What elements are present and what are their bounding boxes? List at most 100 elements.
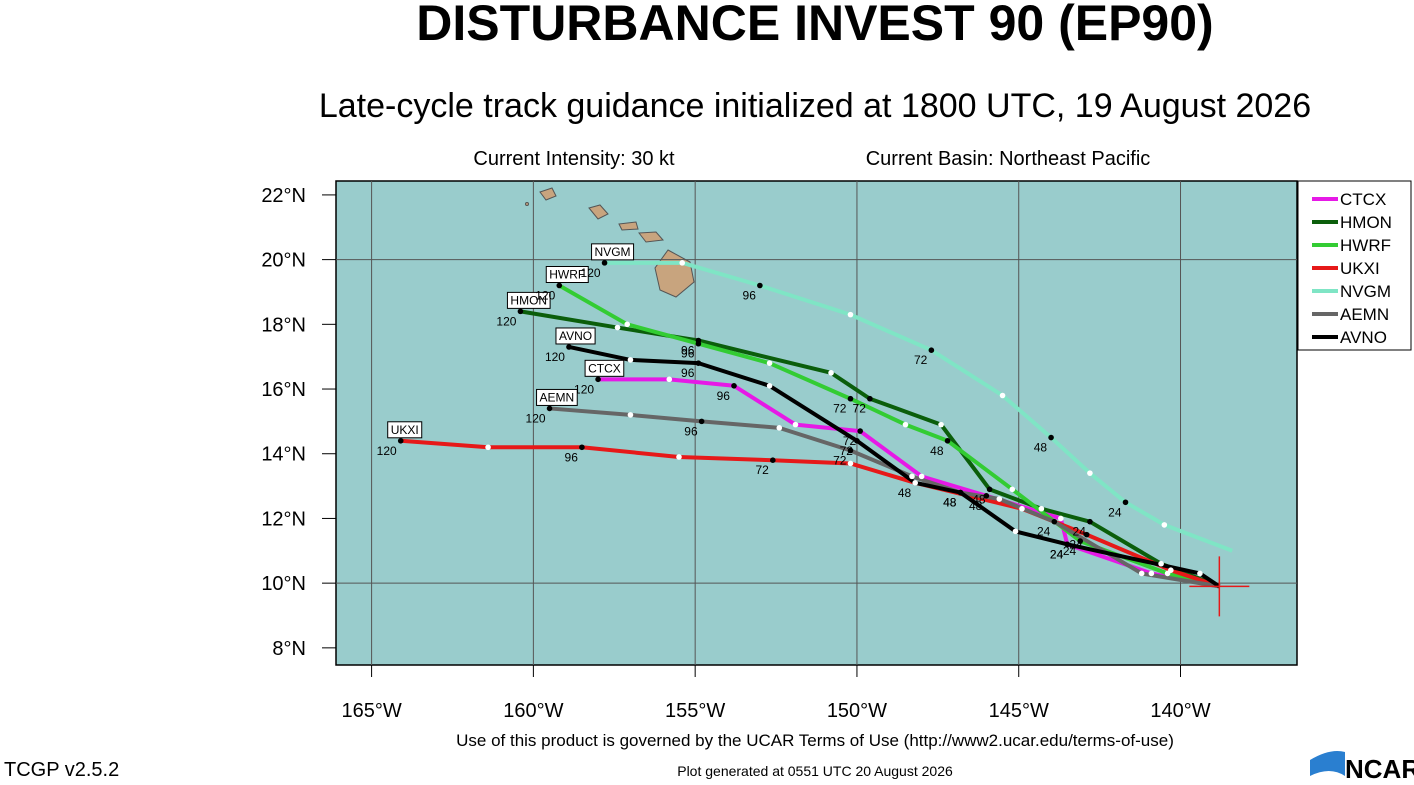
track-point (676, 454, 682, 460)
x-tick-label: 160°W (503, 700, 563, 722)
track-point (1087, 518, 1093, 525)
model-tag-box (584, 359, 625, 377)
track-point (912, 480, 918, 486)
hour-label: 24 (1069, 538, 1083, 552)
track-point (1122, 499, 1129, 506)
track-point (847, 395, 854, 402)
hour-label: 96 (681, 347, 695, 361)
legend-box (1297, 180, 1412, 351)
track-point (918, 473, 925, 480)
hour-label: 72 (755, 463, 769, 477)
track-point (770, 457, 776, 464)
x-tick-label: 150°W (827, 700, 887, 722)
track-point (986, 486, 993, 493)
model-tag: HMON (510, 293, 547, 307)
island (525, 202, 529, 206)
track-point (854, 437, 860, 444)
track-point (983, 492, 990, 499)
legend-label: AEMN (1340, 305, 1389, 324)
track-point (938, 421, 944, 428)
island (618, 221, 639, 231)
legend-label: CTCX (1340, 190, 1386, 209)
legend-label: HMON (1340, 213, 1392, 232)
track-point (1057, 515, 1064, 522)
hour-label: 48 (898, 486, 912, 500)
track-point (847, 460, 854, 467)
track-point (1161, 522, 1168, 528)
track-point (1048, 434, 1054, 441)
y-tick-label: 20°N (261, 250, 306, 272)
hour-label: 96 (717, 389, 731, 403)
track-point (996, 496, 1003, 502)
y-tick-label: 18°N (261, 314, 306, 336)
track-point (1148, 570, 1155, 577)
hour-label: 120 (574, 382, 594, 396)
track-point (867, 395, 873, 402)
hour-label: 48 (969, 499, 983, 513)
x-tick-label: 165°W (341, 700, 401, 722)
track-point (679, 260, 686, 266)
track-point (999, 392, 1006, 399)
track-point (695, 360, 702, 366)
model-tag: CTCX (588, 361, 621, 375)
basin: Current Basin: Northeast Pacific (866, 148, 1151, 170)
track-point (957, 489, 964, 496)
legend-label: AVNO (1340, 328, 1387, 347)
island (588, 204, 609, 220)
hour-label: 72 (833, 402, 847, 416)
y-tick-label: 16°N (261, 379, 306, 401)
hour-label: 24 (1050, 547, 1064, 561)
track-point (776, 425, 783, 431)
hour-label: 96 (684, 424, 698, 438)
track-point (731, 382, 737, 389)
track-point (627, 357, 634, 363)
hour-label: 96 (681, 344, 695, 358)
track-point (757, 282, 763, 289)
hour-label: 48 (1034, 441, 1048, 455)
track-point (595, 376, 601, 383)
hour-label: 72 (914, 353, 928, 367)
model-tag-box (555, 327, 596, 345)
model-tag: UKXI (391, 423, 419, 437)
y-tick-label: 22°N (261, 185, 306, 207)
track-point (397, 437, 404, 444)
track-point (902, 421, 909, 428)
legend-label: UKXI (1340, 259, 1380, 278)
hour-label: 120 (535, 289, 555, 303)
generated: Plot generated at 0551 UTC 20 August 202… (677, 763, 953, 779)
hour-label: 72 (853, 402, 867, 416)
track-point (828, 370, 834, 376)
logo: NCAR (1345, 754, 1414, 780)
hour-label: 72 (840, 444, 854, 458)
hour-label: 72 (833, 454, 847, 468)
hour-label: 120 (496, 314, 516, 328)
y-tick-label: 12°N (261, 508, 306, 530)
track-point (928, 347, 935, 354)
track-point (1019, 505, 1025, 512)
track-point (566, 344, 572, 350)
track-point (1197, 570, 1203, 577)
version: TCGP v2.5.2 (4, 759, 119, 780)
track-point (546, 405, 553, 412)
hour-label: 48 (943, 496, 957, 510)
track-point (556, 282, 563, 289)
x-tick-label: 140°W (1150, 700, 1210, 722)
model-tag: AEMN (540, 390, 575, 404)
track-point (1012, 528, 1019, 535)
track-point (1064, 541, 1071, 548)
hour-label: 24 (1063, 544, 1077, 558)
track-point (517, 308, 524, 315)
legend-label: NVGM (1340, 282, 1391, 301)
hour-label: 120 (545, 350, 565, 364)
model-tag-box (387, 421, 423, 439)
track-point (1083, 531, 1090, 538)
model-tag-box (545, 266, 589, 283)
track-point (847, 311, 854, 318)
y-tick-label: 10°N (261, 573, 306, 595)
track-point (792, 421, 799, 428)
track-point (614, 324, 621, 331)
hour-label: 96 (565, 450, 579, 464)
track-point (1038, 505, 1045, 512)
hour-label: 24 (1108, 505, 1122, 519)
